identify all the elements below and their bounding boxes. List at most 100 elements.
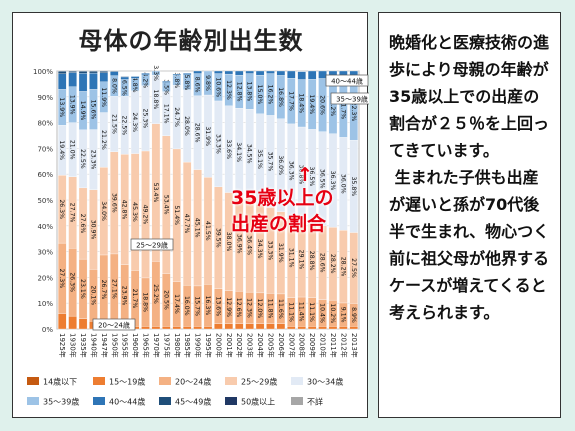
x-tick-label: 2002年 <box>235 333 244 358</box>
data-label: 36.3% <box>329 171 336 191</box>
x-tick-label: 2004年 <box>256 333 265 358</box>
data-label: 21.2% <box>100 130 107 150</box>
data-label: 13.6% <box>214 296 221 316</box>
bar-segment <box>151 326 161 330</box>
bar-segment <box>78 71 88 74</box>
data-label: 12.3% <box>225 80 232 100</box>
data-label: 13.8% <box>246 82 253 102</box>
legend-label: 40～44歳 <box>109 397 145 407</box>
annotation-label: 20～24歳 <box>98 321 130 330</box>
legend-swatch <box>291 377 303 385</box>
x-tick-label: 2013年 <box>350 333 359 358</box>
bar-segment <box>255 70 265 76</box>
chart-panel: 母体の年齢別出生数 0% 10% 20% 30% 40% 50% 60% 70% 80% 90% 1… <box>12 12 369 418</box>
data-label: 17.1% <box>162 104 169 124</box>
legend-swatch <box>93 397 105 405</box>
legend-swatch <box>159 397 171 405</box>
bar-segment <box>57 313 67 330</box>
data-label: 27.1% <box>110 279 117 299</box>
data-label: 33.3% <box>266 241 273 261</box>
annotation-box <box>330 92 369 105</box>
bar-segment <box>99 72 109 82</box>
data-label: 22.5% <box>121 115 128 135</box>
data-label: 8.0% <box>110 78 117 94</box>
legend-label: 45～49歳 <box>175 397 211 407</box>
x-tick-label: 2000年 <box>214 333 223 358</box>
legend-label: 30～34歳 <box>307 377 343 387</box>
bar-segment <box>162 326 171 330</box>
bar-segment <box>182 326 192 330</box>
legend-label: 不詳 <box>307 397 323 407</box>
data-label: 19.4% <box>308 94 315 114</box>
data-label: 6.5% <box>121 80 128 96</box>
bar-segment <box>266 323 275 330</box>
data-label: 21.7% <box>339 99 346 119</box>
data-label: 10.6% <box>214 77 221 97</box>
bar-segment <box>349 326 359 330</box>
x-tick-label: 1965年 <box>142 333 151 358</box>
data-label: 25.2% <box>152 284 159 304</box>
data-label: 45.3% <box>131 202 138 222</box>
x-tick-label: 1925年 <box>58 333 67 358</box>
callout-arrow: ↑ <box>297 164 313 186</box>
x-tick-label: 2011年 <box>329 333 338 358</box>
x-tick-label: 1960年 <box>131 333 140 358</box>
data-label: 41.5% <box>204 221 211 241</box>
data-label: 13.9% <box>69 95 76 115</box>
data-label: 8.6% <box>194 77 201 93</box>
data-label: 33.3% <box>214 134 221 154</box>
bar-segment <box>245 323 254 330</box>
data-label: 39.6% <box>110 193 117 213</box>
data-label: 11.4% <box>298 302 305 322</box>
bar-segment <box>110 70 119 72</box>
data-label: 22.3% <box>350 102 357 122</box>
data-label: 12.0% <box>256 299 263 319</box>
bar-segment <box>203 326 213 330</box>
bar-segment <box>141 326 150 330</box>
data-label: 28.2% <box>339 257 346 277</box>
x-tick-label: 1975年 <box>162 333 171 358</box>
x-tick-label: 2001年 <box>225 333 234 358</box>
data-label: 38.0% <box>225 232 232 252</box>
data-label: 8.9% <box>350 307 357 323</box>
data-label: 21.2% <box>329 97 336 117</box>
y-tick-label: 60% <box>37 171 53 179</box>
data-label: 36.4% <box>246 235 253 255</box>
x-tick-label: 2010年 <box>319 333 328 358</box>
bar-segment <box>130 76 140 79</box>
data-label: 18.4% <box>298 93 305 113</box>
bar-segment <box>297 326 306 330</box>
bar-segment <box>266 70 275 74</box>
x-tick-label: 2006年 <box>277 333 286 358</box>
data-label: 10.2% <box>329 303 336 323</box>
bar-segment <box>99 71 109 73</box>
data-label: 19.4% <box>58 140 65 160</box>
data-label: 15.6% <box>89 100 96 120</box>
bar-segment <box>318 70 327 79</box>
data-label: 12.6% <box>235 298 242 318</box>
bar-segment <box>276 70 286 76</box>
bar-segment <box>68 315 77 330</box>
bar-segment <box>193 70 202 74</box>
bar-segment <box>172 326 181 330</box>
data-label: 14.9% <box>79 101 86 121</box>
data-label: 11.9% <box>100 87 107 107</box>
bar-segment <box>68 71 77 73</box>
bar-segment <box>182 73 192 76</box>
legend-label: 50歳以上 <box>241 397 275 407</box>
bar-segment <box>78 73 88 92</box>
data-label: 18.8% <box>142 292 149 312</box>
data-label: 36.5% <box>308 167 315 187</box>
x-tick-label: 1980年 <box>173 333 182 358</box>
bar-segment <box>255 323 265 330</box>
data-label: 3.5% <box>162 79 169 95</box>
side-text: 晩婚化と医療技術の進歩により母親の年齢が35歳以上での出産の割合が２５％を上回っ… <box>389 33 550 322</box>
data-label: 36.0% <box>277 155 284 175</box>
bar-segment <box>224 70 234 75</box>
legend-label: 25～29歳 <box>241 377 277 387</box>
bar-segment <box>68 72 77 87</box>
x-tick-label: 1955年 <box>121 333 130 358</box>
data-label: 16.8% <box>277 87 284 107</box>
legend-label: 15～19歳 <box>109 377 145 387</box>
bar-segment <box>203 70 213 96</box>
